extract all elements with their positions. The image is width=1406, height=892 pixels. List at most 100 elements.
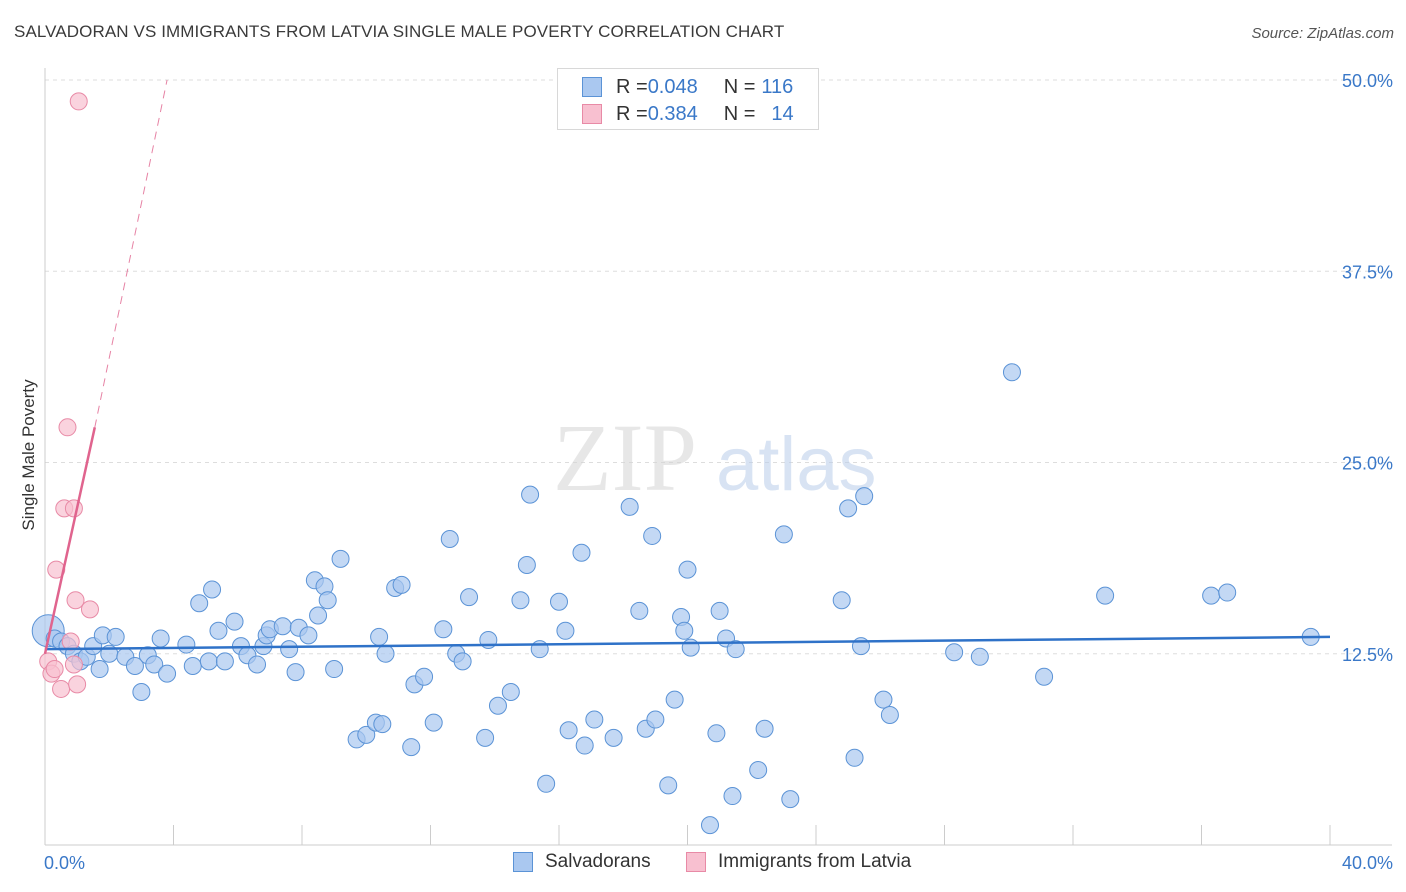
watermark-zip: ZIP xyxy=(553,404,697,511)
legend-item-latvia: Immigrants from Latvia xyxy=(686,851,911,873)
salvadorans-point xyxy=(273,617,292,636)
salvadorans-point xyxy=(299,626,318,645)
y-tick-label: 12.5% xyxy=(1342,645,1393,665)
latvia-point xyxy=(52,679,71,698)
n-label: N = xyxy=(723,102,756,125)
salvadorans-point xyxy=(453,652,472,671)
salvadorans-point xyxy=(402,738,421,757)
x-tick-labels: 0.0% 40.0% xyxy=(44,853,1393,873)
salvadorans-point xyxy=(199,652,218,671)
stats-row-latvia: R = 0.384 N = 14 xyxy=(582,102,794,126)
salvadorans-point xyxy=(1002,363,1021,382)
y-tick-label: 50.0% xyxy=(1342,71,1393,91)
salvadorans-point xyxy=(749,761,768,780)
gridlines xyxy=(45,79,1392,655)
salvadorans-point xyxy=(681,638,700,657)
latvia-point xyxy=(64,499,83,518)
n-value: 116 xyxy=(761,75,794,98)
salvadorans-point xyxy=(203,580,222,599)
salvadorans-point xyxy=(511,591,530,610)
latvia-point xyxy=(64,655,83,674)
salvadorans-point xyxy=(370,627,389,646)
latvia-swatch xyxy=(686,852,706,872)
salvadorans-swatch xyxy=(582,77,602,97)
y-axis-label: Single Male Poverty xyxy=(19,379,38,531)
salvadorans-point xyxy=(710,601,729,620)
latvia-point xyxy=(58,418,77,437)
salvadorans-swatch xyxy=(513,852,533,872)
n-value: 14 xyxy=(771,102,794,125)
salvadorans-point xyxy=(325,660,344,679)
salvadorans-point xyxy=(585,710,604,729)
salvadorans-point xyxy=(620,497,639,516)
salvadorans-point xyxy=(225,612,244,631)
salvadorans-point xyxy=(125,656,144,675)
salvadorans-point xyxy=(832,591,851,610)
y-tick-label: 25.0% xyxy=(1342,454,1393,474)
salvadorans-point xyxy=(1202,586,1221,605)
latvia-swatch xyxy=(582,104,602,124)
salvadorans-point xyxy=(357,725,376,744)
salvadorans-point xyxy=(675,621,694,640)
salvadorans-trend-line xyxy=(44,635,1331,651)
chart-title: SALVADORAN VS IMMIGRANTS FROM LATVIA SIN… xyxy=(14,22,785,41)
salvadorans-point xyxy=(488,696,507,715)
salvadorans-point xyxy=(392,575,411,594)
latvia-point xyxy=(66,591,85,610)
r-value: 0.384 xyxy=(647,102,698,125)
salvadorans-point xyxy=(106,627,125,646)
salvadorans-point xyxy=(707,724,726,743)
salvadorans-point xyxy=(183,656,202,675)
salvadorans-point xyxy=(158,664,177,683)
salvadorans-point xyxy=(517,556,536,575)
salvadorans-point xyxy=(440,530,459,548)
r-value: 0.048 xyxy=(647,75,698,98)
salvadorans-point xyxy=(476,728,495,747)
salvadorans-point xyxy=(855,487,874,506)
salvadorans-point xyxy=(845,748,864,767)
salvadorans-point xyxy=(726,640,745,659)
salvadorans-point xyxy=(678,560,697,579)
source-label: Source: ZipAtlas.com xyxy=(1251,25,1394,42)
x-tick-label: 40.0% xyxy=(1342,853,1393,873)
axes xyxy=(44,68,1392,846)
salvadorans-point xyxy=(215,652,234,671)
salvadorans-point xyxy=(248,655,267,674)
salvadorans-point xyxy=(521,485,540,504)
salvadorans-point xyxy=(880,705,899,724)
salvadorans-point xyxy=(604,728,623,747)
salvadorans-point xyxy=(550,592,568,611)
salvadorans-point xyxy=(630,601,649,620)
salvadorans-point xyxy=(1218,583,1237,602)
salvadorans-point xyxy=(309,606,328,625)
y-tick-label: 37.5% xyxy=(1342,262,1393,282)
legend-item-salvadorans: Salvadorans xyxy=(513,851,651,873)
salvadorans-point xyxy=(286,663,305,682)
salvadorans-point xyxy=(209,621,228,640)
n-label: N = xyxy=(723,75,756,98)
x-tick-label: 0.0% xyxy=(44,853,85,873)
latvia-point xyxy=(61,632,80,651)
latvia-point xyxy=(80,600,99,619)
salvadorans-point xyxy=(723,787,742,806)
salvadorans-point xyxy=(559,721,578,740)
salvadorans-point xyxy=(700,816,719,835)
salvadorans-point xyxy=(556,621,575,640)
latvia-points xyxy=(39,92,99,698)
legend-label: Immigrants from Latvia xyxy=(718,851,912,872)
watermark-atlas: atlas xyxy=(716,422,877,507)
salvadorans-point xyxy=(1035,667,1054,686)
salvadorans-point xyxy=(1096,586,1115,605)
latvia-trend-line xyxy=(43,427,97,655)
salvadorans-point xyxy=(460,588,479,607)
latvia-point xyxy=(68,675,87,694)
salvadorans-points xyxy=(31,363,1320,835)
salvadorans-point xyxy=(331,549,350,568)
salvadorans-point xyxy=(90,660,109,679)
legend-label: Salvadorans xyxy=(545,851,651,872)
salvadorans-point xyxy=(781,790,800,809)
watermark: ZIP atlas xyxy=(553,404,877,511)
salvadorans-point xyxy=(318,591,337,610)
salvadorans-point xyxy=(839,499,858,518)
stats-legend: R = 0.048 N = 116 R = 0.384 N = 14 xyxy=(557,68,819,130)
